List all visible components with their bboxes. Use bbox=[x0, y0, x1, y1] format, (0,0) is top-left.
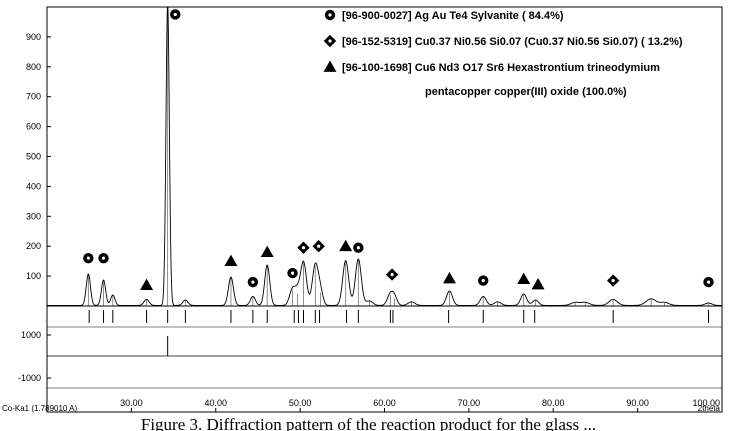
diffraction-chart: 100 200 300 400 500 600 700 800 900 1000 -1000 30.0… bbox=[2, 6, 723, 413]
legend-text: Cu0.37 Ni0.56 Si0.07 (Cu0.37 Ni0.56 Si0.… bbox=[415, 36, 683, 48]
residual-tick-label: -1000 bbox=[18, 373, 41, 383]
phase-marker-diamond bbox=[606, 274, 620, 287]
marker-inner bbox=[290, 271, 295, 275]
phase-marker-circle bbox=[247, 276, 259, 288]
legend-text: Cu6 Nd3 O17 Sr6 Hexastrontium trineodymi… bbox=[415, 62, 660, 74]
legend-entry-continued: pentacopper copper(III) oxide (100.0%) bbox=[425, 86, 627, 98]
legend-code: [96-152-5319] bbox=[342, 36, 415, 48]
marker-inner bbox=[301, 246, 306, 250]
legend-code: [96-100-1698] bbox=[342, 62, 415, 74]
legend-code: [96-900-0027] bbox=[342, 10, 414, 22]
legend-marker bbox=[323, 60, 337, 72]
y-tick-label: 100 bbox=[26, 271, 41, 281]
y-tick-label: 200 bbox=[26, 241, 41, 251]
y-tick-label: 400 bbox=[26, 181, 41, 191]
marker-outer bbox=[442, 271, 456, 284]
y-tick-label: 300 bbox=[26, 211, 41, 221]
residual-tick-label: 1000 bbox=[21, 330, 41, 340]
phase-marker-circle bbox=[287, 267, 298, 279]
phase-marker-triangle bbox=[339, 239, 353, 252]
x-tick-label: 90.00 bbox=[626, 398, 649, 408]
marker-inner bbox=[328, 13, 332, 17]
marker-inner bbox=[173, 12, 177, 17]
legend-marker bbox=[324, 9, 336, 21]
legend-entry: [96-100-1698] Cu6 Nd3 O17 Sr6 Hexastront… bbox=[342, 62, 660, 74]
y-tick-label: 600 bbox=[26, 122, 41, 132]
phase-marker-triangle bbox=[517, 272, 531, 284]
legend-entry: [96-900-0027] Ag Au Te4 Sylvanite ( 84.4… bbox=[342, 10, 564, 22]
x-tick-label: 60.00 bbox=[373, 398, 396, 408]
marker-outer bbox=[260, 245, 274, 258]
marker-outer bbox=[224, 254, 238, 267]
marker-inner bbox=[390, 273, 394, 277]
phase-marker-circle bbox=[703, 276, 714, 288]
x-tick-label: 50.00 bbox=[289, 398, 312, 408]
x-axis-label: 2theta bbox=[698, 404, 721, 413]
marker-inner bbox=[611, 278, 615, 283]
y-tick-label: 500 bbox=[26, 152, 41, 162]
y-tick-label: 800 bbox=[26, 62, 41, 72]
phase-marker-triangle bbox=[140, 278, 154, 290]
marker-outer bbox=[531, 277, 545, 290]
diffraction-profile bbox=[47, 7, 722, 306]
phase-marker-circle bbox=[353, 242, 364, 253]
marker-inner bbox=[356, 246, 360, 250]
marker-inner bbox=[317, 244, 321, 248]
x-tick-label: 40.00 bbox=[204, 398, 227, 408]
y-tick-label: 700 bbox=[26, 92, 41, 102]
phase-marker-triangle bbox=[531, 277, 545, 290]
marker-outer bbox=[323, 60, 337, 72]
phase-marker-circle bbox=[478, 275, 489, 286]
y-tick-label: 900 bbox=[26, 32, 41, 42]
legend-marker bbox=[323, 34, 337, 48]
x-tick-label: 80.00 bbox=[542, 398, 565, 408]
x-tick-label: 70.00 bbox=[458, 398, 481, 408]
wavelength-label: Co-Ka1 (1.789010 A) bbox=[2, 404, 77, 413]
phase-marker-circle bbox=[83, 252, 94, 264]
marker-inner bbox=[86, 256, 90, 260]
phase-marker-diamond bbox=[312, 240, 325, 253]
phase-marker-triangle bbox=[224, 254, 238, 267]
phase-marker-diamond bbox=[385, 268, 399, 281]
marker-inner bbox=[328, 39, 332, 43]
phase-marker-triangle bbox=[442, 271, 456, 284]
marker-inner bbox=[481, 278, 485, 283]
marker-outer bbox=[517, 272, 531, 284]
legend-entry: [96-152-5319] Cu0.37 Ni0.56 Si0.07 (Cu0.… bbox=[342, 36, 683, 48]
phase-marker-circle bbox=[98, 252, 109, 264]
marker-outer bbox=[339, 239, 353, 252]
phase-marker-diamond bbox=[297, 241, 310, 254]
phase-marker-circle bbox=[170, 9, 181, 20]
marker-inner bbox=[706, 280, 711, 284]
phase-marker-triangle bbox=[260, 245, 274, 258]
marker-outer bbox=[140, 278, 154, 290]
x-tick-label: 100.00 bbox=[692, 398, 720, 408]
legend-text: Ag Au Te4 Sylvanite ( 84.4%) bbox=[414, 10, 563, 22]
marker-inner bbox=[251, 280, 255, 284]
marker-inner bbox=[101, 256, 106, 260]
x-tick-label: 30.00 bbox=[120, 398, 143, 408]
figure-caption: Figure 3. Diffraction pattern of the rea… bbox=[140, 415, 597, 431]
